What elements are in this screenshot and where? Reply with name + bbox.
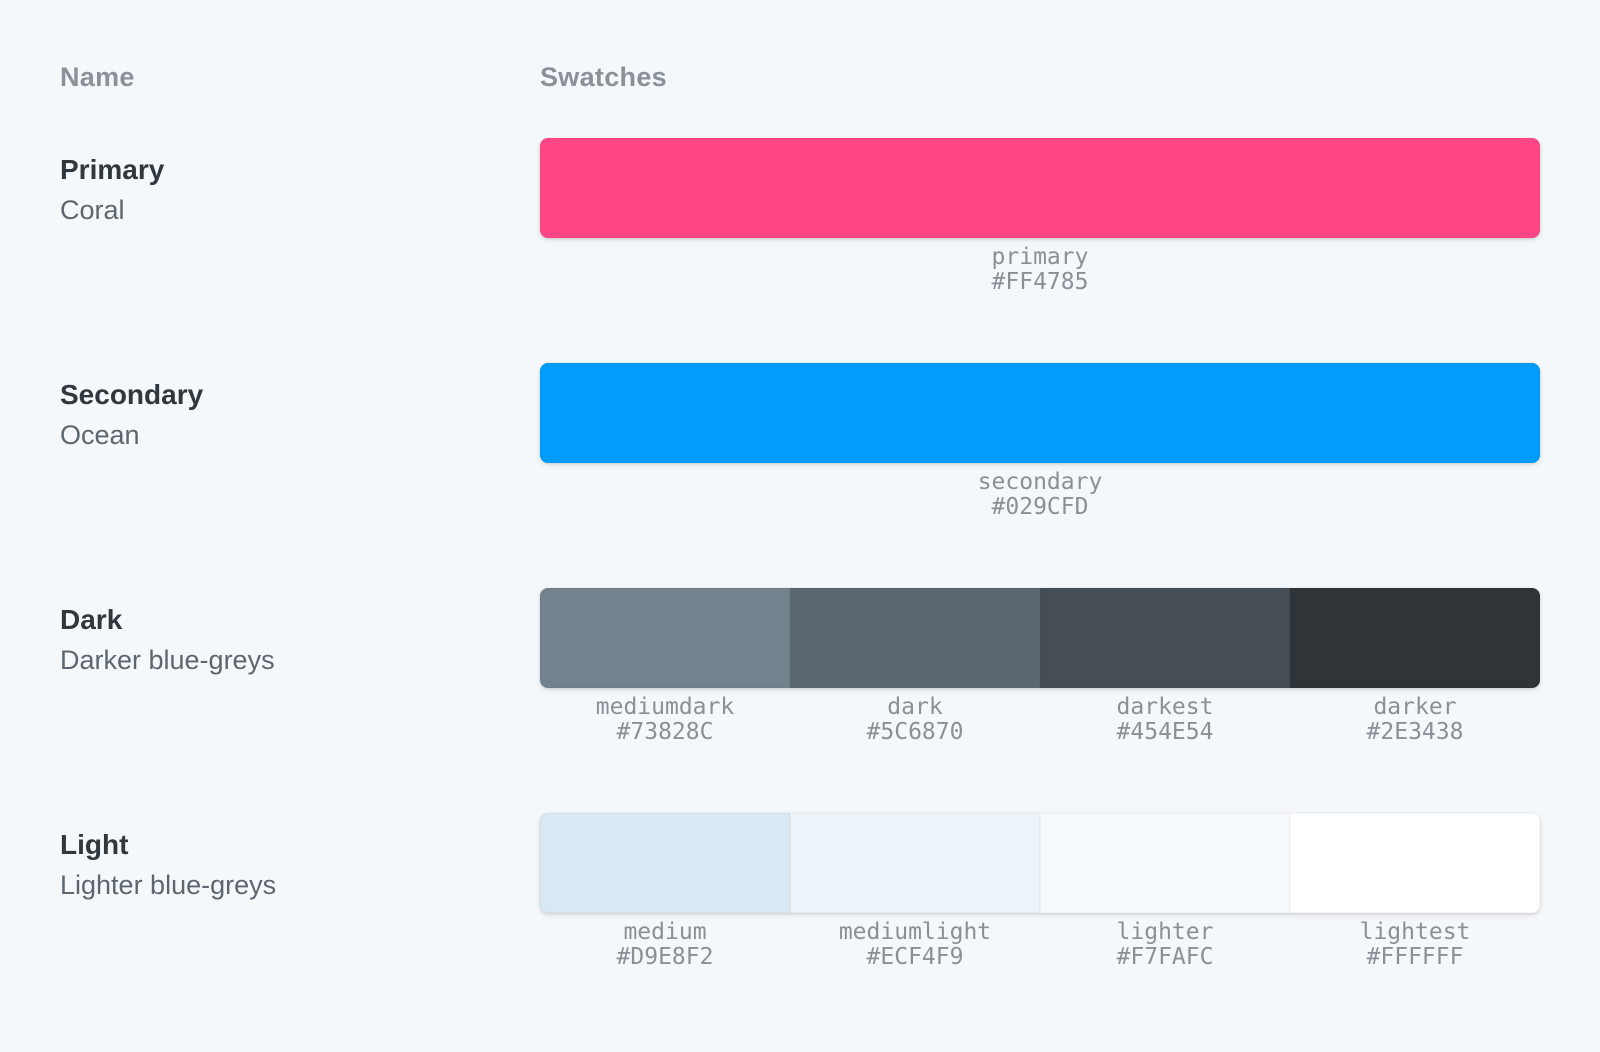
palette-row: Secondary Ocean secondary #029CFD <box>60 363 1540 520</box>
swatch-segment <box>540 813 790 913</box>
swatch-bar <box>540 813 1540 913</box>
swatch-hex-value: #FF4785 <box>991 269 1089 295</box>
swatch-name: dark <box>887 694 943 720</box>
swatch-name: lighter <box>1116 919 1214 945</box>
palette-row-title: Primary <box>60 154 165 185</box>
palette-row-title: Light <box>60 829 129 860</box>
palette-row-title: Secondary <box>60 379 204 410</box>
palette-row: Dark Darker blue-greys mediumdark #73828… <box>60 588 1540 745</box>
column-header-swatches: Swatches <box>540 62 667 92</box>
swatch-segment <box>540 363 1540 463</box>
swatch-label: lightest #FFFFFF <box>1290 920 1540 970</box>
swatch-name: medium <box>623 919 707 945</box>
swatch-segment <box>1290 813 1540 913</box>
swatch-labels: secondary #029CFD <box>540 470 1540 520</box>
swatch-label: darkest #454E54 <box>1040 695 1290 745</box>
swatch-label: secondary #029CFD <box>540 470 1540 520</box>
swatch-name: darkest <box>1116 694 1214 720</box>
swatch-hex-value: #FFFFFF <box>1366 944 1464 970</box>
swatch-segment <box>1040 813 1290 913</box>
swatch-label: darker #2E3438 <box>1290 695 1540 745</box>
swatch-label: medium #D9E8F2 <box>540 920 790 970</box>
palette-row: Primary Coral primary #FF4785 <box>60 138 1540 295</box>
swatch-labels: mediumdark #73828C dark #5C6870 darkest … <box>540 695 1540 745</box>
swatch-name: primary <box>991 244 1089 270</box>
swatch-labels: primary #FF4785 <box>540 245 1540 295</box>
swatch-segment <box>790 588 1040 688</box>
swatch-label: mediumdark #73828C <box>540 695 790 745</box>
palette-row-subtitle: Darker blue-greys <box>60 645 275 675</box>
swatch-label: lighter #F7FAFC <box>1040 920 1290 970</box>
swatch-name: secondary <box>977 469 1103 495</box>
palette-row-name-block: Dark Darker blue-greys <box>60 588 540 680</box>
swatch-segment <box>1040 588 1290 688</box>
palette-row-name-block: Light Lighter blue-greys <box>60 813 540 905</box>
palette-row-subtitle: Coral <box>60 195 125 225</box>
palette-row: Light Lighter blue-greys medium #D9E8F2 … <box>60 813 1540 970</box>
swatch-bar <box>540 363 1540 463</box>
palette-header: Name Swatches <box>60 56 1540 98</box>
palette-row-subtitle: Ocean <box>60 420 140 450</box>
swatch-labels: medium #D9E8F2 mediumlight #ECF4F9 light… <box>540 920 1540 970</box>
palette-row-name-block: Primary Coral <box>60 138 540 230</box>
swatch-hex-value: #5C6870 <box>866 719 964 745</box>
palette-row-subtitle: Lighter blue-greys <box>60 870 277 900</box>
swatch-hex-value: #ECF4F9 <box>866 944 964 970</box>
swatch-segment <box>1290 588 1540 688</box>
palette-row-name-block: Secondary Ocean <box>60 363 540 455</box>
swatch-hex-value: #454E54 <box>1116 719 1214 745</box>
swatch-label: dark #5C6870 <box>790 695 1040 745</box>
swatch-hex-value: #F7FAFC <box>1116 944 1214 970</box>
swatch-segment <box>540 138 1540 238</box>
palette-rows: Primary Coral primary #FF4785 Secondary … <box>60 138 1540 970</box>
swatch-bar <box>540 588 1540 688</box>
swatch-hex-value: #029CFD <box>991 494 1089 520</box>
swatch-segment <box>790 813 1040 913</box>
swatch-name: mediumdark <box>595 694 735 720</box>
color-palette: Name Swatches Primary Coral primary #FF4… <box>60 56 1540 970</box>
swatch-hex-value: #2E3438 <box>1366 719 1464 745</box>
swatch-segment <box>540 588 790 688</box>
swatch-label: mediumlight #ECF4F9 <box>790 920 1040 970</box>
swatch-name: darker <box>1373 694 1457 720</box>
swatch-bar <box>540 138 1540 238</box>
swatch-hex-value: #73828C <box>616 719 714 745</box>
swatch-name: lightest <box>1359 919 1471 945</box>
swatch-name: mediumlight <box>838 919 992 945</box>
swatch-label: primary #FF4785 <box>540 245 1540 295</box>
column-header-name: Name <box>60 62 135 92</box>
palette-row-title: Dark <box>60 604 123 635</box>
swatch-hex-value: #D9E8F2 <box>616 944 714 970</box>
